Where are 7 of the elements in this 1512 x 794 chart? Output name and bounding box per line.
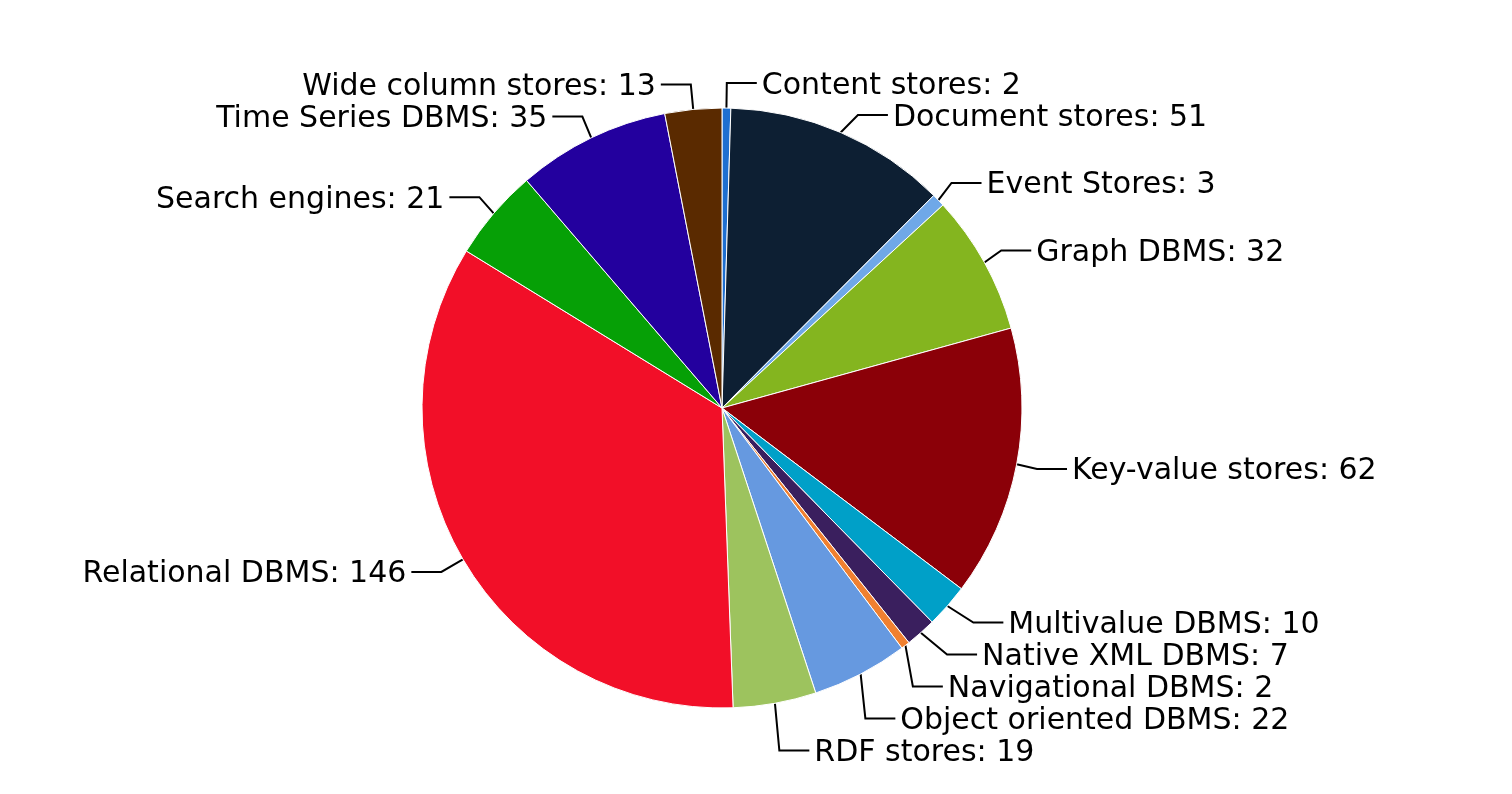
- data-label: Relational DBMS: 146: [82, 554, 407, 590]
- data-label: Time Series DBMS: 35: [215, 99, 548, 134]
- data-label: Wide column stores: 13: [302, 67, 656, 102]
- data-label: Graph DBMS: 32: [1036, 232, 1285, 268]
- data-label: Event Stores: 3: [986, 165, 1216, 201]
- data-label: Key-value stores: 62: [1072, 451, 1377, 487]
- data-label: Search engines: 21: [156, 179, 445, 215]
